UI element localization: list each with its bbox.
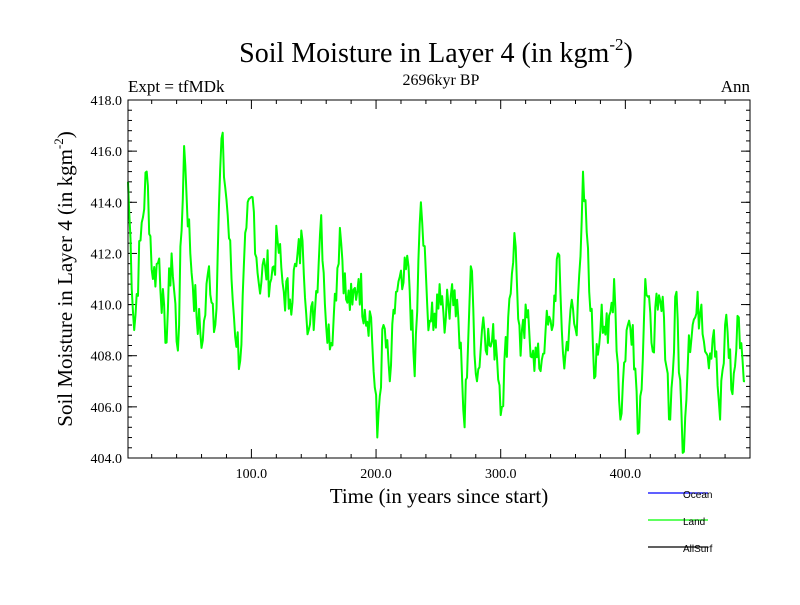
y-tick-label: 404.0	[91, 452, 123, 467]
y-tick-label: 406.0	[91, 401, 123, 416]
legend-label-land: Land	[683, 517, 705, 528]
y-axis-label-close: )	[53, 131, 77, 138]
y-tick-label: 412.0	[91, 247, 123, 262]
x-tick-label: 100.0	[236, 467, 268, 482]
y-tick-label: 416.0	[91, 145, 123, 160]
x-tick-label: 300.0	[485, 467, 517, 482]
x-tick-label: 200.0	[360, 467, 392, 482]
y-tick-label: 418.0	[91, 94, 123, 109]
tick-labels: 404.0 406.0 408.0 410.0 412.0 414.0 416.0 418.0…	[91, 94, 642, 482]
legend-label-ocean: Ocean	[683, 490, 712, 501]
y-axis-label-superscript: -2	[51, 138, 66, 149]
y-tick-label: 414.0	[91, 196, 123, 211]
chart-title-main: Soil Moisture in Layer 4 (in kgm	[239, 38, 609, 69]
plot-area: 404.0 406.0 408.0 410.0 412.0 414.0 416.0 418.0…	[91, 94, 751, 482]
period-label: 2696kyr BP	[403, 72, 480, 89]
y-tick-label: 410.0	[91, 299, 123, 314]
legend-label-allsurf: AllSurf	[683, 544, 713, 555]
chart-title-close: )	[624, 38, 633, 69]
y-axis-label-main: Soil Moisture in Layer 4 (in kgm	[53, 149, 77, 427]
y-tick-label: 408.0	[91, 350, 123, 365]
chart-title-superscript: -2	[609, 35, 623, 54]
chart-title: Soil Moisture in Layer 4 (in kgm-2)	[239, 35, 633, 69]
plot-frame	[127, 99, 751, 459]
x-axis-label: Time (in years since start)	[330, 484, 549, 508]
expt-label: Expt = tfMDk	[128, 77, 225, 96]
series-line-land	[127, 131, 746, 454]
y-axis-label: Soil Moisture in Layer 4 (in kgm-2)	[51, 131, 77, 426]
season-label: Ann	[721, 77, 751, 96]
legend: Ocean Land AllSurf	[648, 490, 713, 555]
series-layer	[127, 131, 746, 454]
x-tick-label: 400.0	[610, 467, 642, 482]
